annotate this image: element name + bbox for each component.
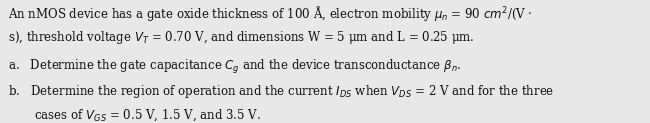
Text: s), threshold voltage $V_T$ = 0.70 V, and dimensions W = 5 μm and L = 0.25 μm.: s), threshold voltage $V_T$ = 0.70 V, an… — [8, 29, 474, 46]
Text: An nMOS device has a gate oxide thickness of 100 Å, electron mobility $\mu_n$ = : An nMOS device has a gate oxide thicknes… — [8, 4, 532, 23]
Text: a.   Determine the gate capacitance $C_g$ and the device transconductance $\beta: a. Determine the gate capacitance $C_g$ … — [8, 58, 461, 76]
Text: b.   Determine the region of operation and the current $I_{DS}$ when $V_{DS}$ = : b. Determine the region of operation and… — [8, 83, 554, 100]
Text: cases of $V_{GS}$ = 0.5 V, 1.5 V, and 3.5 V.: cases of $V_{GS}$ = 0.5 V, 1.5 V, and 3.… — [8, 107, 261, 123]
